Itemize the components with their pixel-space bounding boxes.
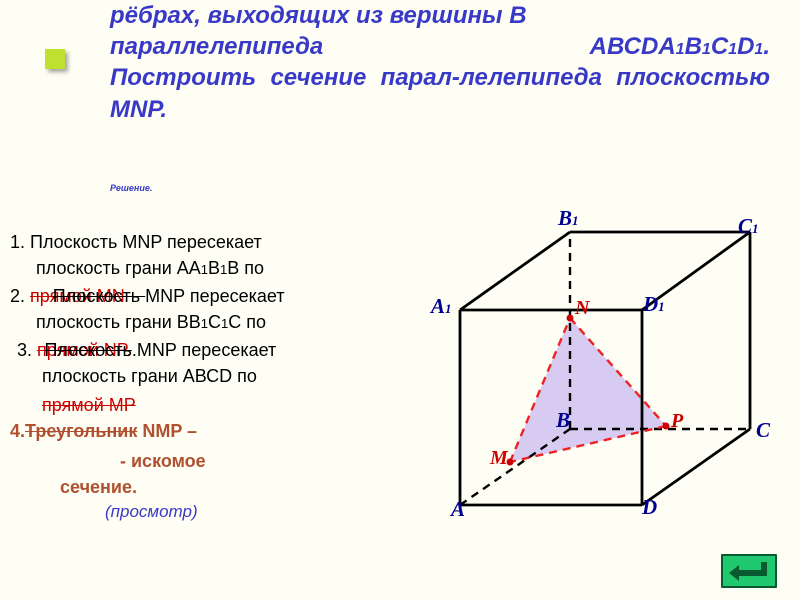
title-line3: Построить сечение парал-лелепипеда плоск… [110,62,770,124]
return-button[interactable] [721,554,777,588]
cube-diagram: B1 C1 A1 D1 B C A D N M P [410,212,780,532]
return-icon [723,556,775,586]
title-line1: рёбрах, выходящих из вершины В [110,0,770,31]
label-D: D [642,495,657,520]
step-4b: - искомое [10,448,400,474]
step-1: 1. Плоскость МNP пересекает плоскость гр… [10,229,400,281]
view-link[interactable]: (просмотр) [10,500,400,525]
label-B: B [556,408,570,433]
cube-svg [410,212,780,532]
title-bullet [45,49,65,69]
title-text: рёбрах, выходящих из вершины В параллеле… [0,0,800,125]
label-C1: C1 [738,214,759,239]
solution-steps: 1. Плоскость МNP пересекает плоскость гр… [10,229,400,525]
step-3: 3. прямой NP.Плоскость.МNP пересекает пл… [10,337,400,389]
label-A: A [451,497,465,522]
label-P: P [671,410,683,433]
label-D1: D1 [643,292,665,317]
solution-label: Решение. [110,183,152,193]
label-A1: A1 [431,294,452,319]
step-4: прямой MP 4.Треугольник NMP – [10,392,400,444]
label-M: M [490,447,508,470]
label-B1: B1 [558,206,579,231]
title-line2: параллелепипеда АВСDА1В1С1D1. [110,31,770,62]
label-N: N [575,297,589,320]
step-2: 2. прямой MNПлоскость МNP пересекает пло… [10,283,400,335]
label-C: C [756,418,770,443]
step-4c: сечение. [10,474,400,500]
